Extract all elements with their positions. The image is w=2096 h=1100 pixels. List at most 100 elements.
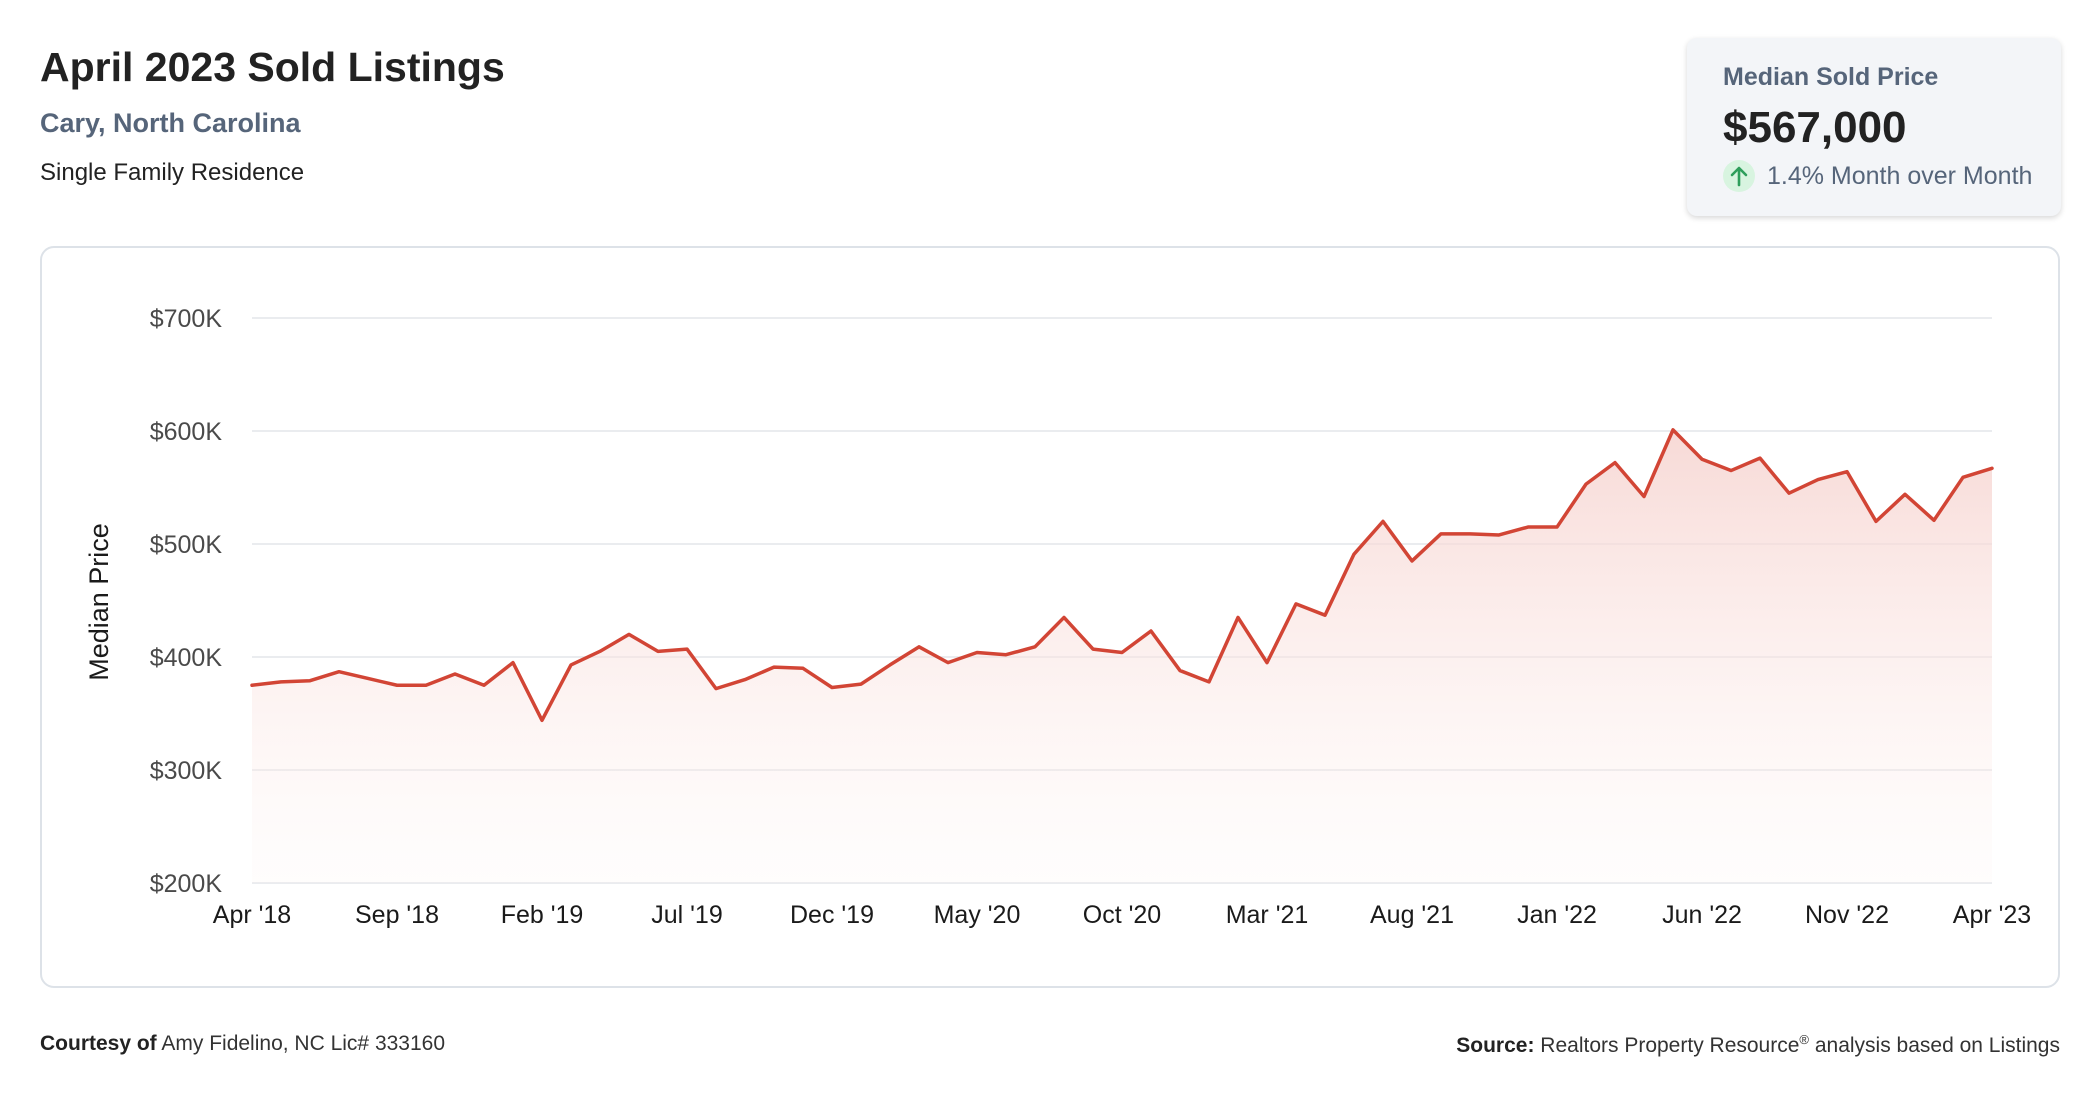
- data-point: [829, 685, 835, 691]
- data-point: [394, 682, 400, 688]
- data-point: [1757, 455, 1763, 461]
- data-point: [1844, 469, 1850, 475]
- data-point: [1699, 456, 1705, 462]
- y-axis-ticks: $700K $600K $500K $400K $300K $200K: [150, 305, 223, 898]
- y-axis-label: Median Price: [84, 523, 114, 681]
- data-point: [742, 677, 748, 683]
- data-point: [1873, 518, 1879, 524]
- y-tick-label: $600K: [150, 418, 223, 446]
- data-point: [249, 682, 255, 688]
- data-point: [1989, 465, 1995, 471]
- source-label: Source:: [1456, 1034, 1535, 1057]
- data-point: [1641, 494, 1647, 500]
- x-tick-label: Dec '19: [790, 901, 874, 929]
- chart-panel: $700K $600K $500K $400K $300K $200K Apr '18 Se…: [40, 246, 2060, 988]
- data-point: [1525, 524, 1531, 530]
- data-point: [1409, 558, 1415, 564]
- x-tick-label: Sep '18: [355, 901, 439, 929]
- median-price-chart: $700K $600K $500K $400K $300K $200K Apr '18 Se…: [84, 305, 2031, 929]
- y-tick-label: $200K: [150, 870, 223, 898]
- data-point: [365, 675, 371, 681]
- y-tick-label: $400K: [150, 644, 223, 672]
- source-text: Realtors Property Resource: [1540, 1034, 1800, 1057]
- courtesy-text: Amy Fidelino, NC Lic# 333160: [161, 1032, 446, 1055]
- data-point: [1206, 679, 1212, 685]
- arrow-up-icon: [1723, 160, 1755, 192]
- data-point: [1786, 490, 1792, 496]
- property-type-label: Single Family Residence: [40, 159, 305, 186]
- data-point: [597, 648, 603, 654]
- data-point: [916, 644, 922, 650]
- data-point: [1960, 474, 1966, 480]
- data-point: [626, 631, 632, 637]
- x-tick-label: Jun '22: [1662, 901, 1742, 929]
- data-point: [307, 678, 313, 684]
- x-tick-label: Jul '19: [651, 901, 722, 929]
- data-point: [1670, 427, 1676, 433]
- source-text-tail: analysis based on Listings: [1809, 1034, 2060, 1057]
- x-axis-ticks: Apr '18 Sep '18 Feb '19 Jul '19 Dec '19 May '…: [213, 901, 2031, 929]
- data-point: [771, 664, 777, 670]
- x-tick-label: Apr '18: [213, 901, 291, 929]
- x-tick-label: Mar '21: [1226, 901, 1309, 929]
- data-point: [945, 660, 951, 666]
- location-subtitle: Cary, North Carolina: [40, 108, 301, 138]
- source-footer: Source: Realtors Property Resource® anal…: [1456, 1032, 2060, 1058]
- data-point: [1467, 531, 1473, 537]
- data-point: [510, 660, 516, 666]
- x-tick-label: Apr '23: [1953, 901, 2031, 929]
- stat-change-text: 1.4% Month over Month: [1767, 161, 2033, 190]
- data-point: [1815, 477, 1821, 483]
- courtesy-footer: Courtesy of Amy Fidelino, NC Lic# 333160: [40, 1032, 445, 1056]
- median-price-card: Median Sold Price $567,000 1.4% Month ov…: [1687, 38, 2061, 216]
- data-point: [1235, 614, 1241, 620]
- data-point: [1177, 668, 1183, 674]
- data-point: [858, 681, 864, 687]
- data-point: [1119, 649, 1125, 655]
- series-line: [250, 428, 1994, 723]
- y-tick-label: $300K: [150, 757, 223, 785]
- data-point: [1061, 614, 1067, 620]
- stat-value: $567,000: [1723, 103, 1907, 152]
- data-point: [1351, 551, 1357, 557]
- stat-change: 1.4% Month over Month: [1723, 160, 2032, 192]
- data-point: [1322, 612, 1328, 618]
- page-title: April 2023 Sold Listings: [40, 44, 505, 90]
- data-point: [974, 649, 980, 655]
- x-tick-label: May '20: [934, 901, 1021, 929]
- data-point: [278, 679, 284, 685]
- data-point: [1931, 517, 1937, 523]
- x-tick-label: Aug '21: [1370, 901, 1454, 929]
- data-point: [568, 662, 574, 668]
- stat-label: Median Sold Price: [1723, 63, 1939, 91]
- data-point: [800, 665, 806, 671]
- data-point: [1902, 491, 1908, 497]
- data-point: [684, 646, 690, 652]
- data-point: [1496, 532, 1502, 538]
- courtesy-label: Courtesy of: [40, 1032, 157, 1055]
- data-point: [1554, 524, 1560, 530]
- data-point: [713, 686, 719, 692]
- y-tick-label: $700K: [150, 305, 223, 333]
- data-point: [336, 669, 342, 675]
- data-point: [1148, 628, 1154, 634]
- data-point: [1728, 468, 1734, 474]
- y-tick-label: $500K: [150, 531, 223, 559]
- data-point: [1612, 460, 1618, 466]
- data-point: [1438, 531, 1444, 537]
- x-tick-label: Oct '20: [1083, 901, 1161, 929]
- data-point: [1380, 518, 1386, 524]
- data-point: [1264, 660, 1270, 666]
- registered-mark: ®: [1799, 1032, 1809, 1047]
- data-point: [1032, 644, 1038, 650]
- data-point: [452, 671, 458, 677]
- data-point: [1003, 652, 1009, 658]
- data-point: [1090, 646, 1096, 652]
- x-tick-label: Nov '22: [1805, 901, 1889, 929]
- data-point: [655, 648, 661, 654]
- x-tick-label: Feb '19: [501, 901, 584, 929]
- data-point: [1583, 481, 1589, 487]
- x-tick-label: Jan '22: [1517, 901, 1597, 929]
- data-point: [1293, 601, 1299, 607]
- data-point: [423, 682, 429, 688]
